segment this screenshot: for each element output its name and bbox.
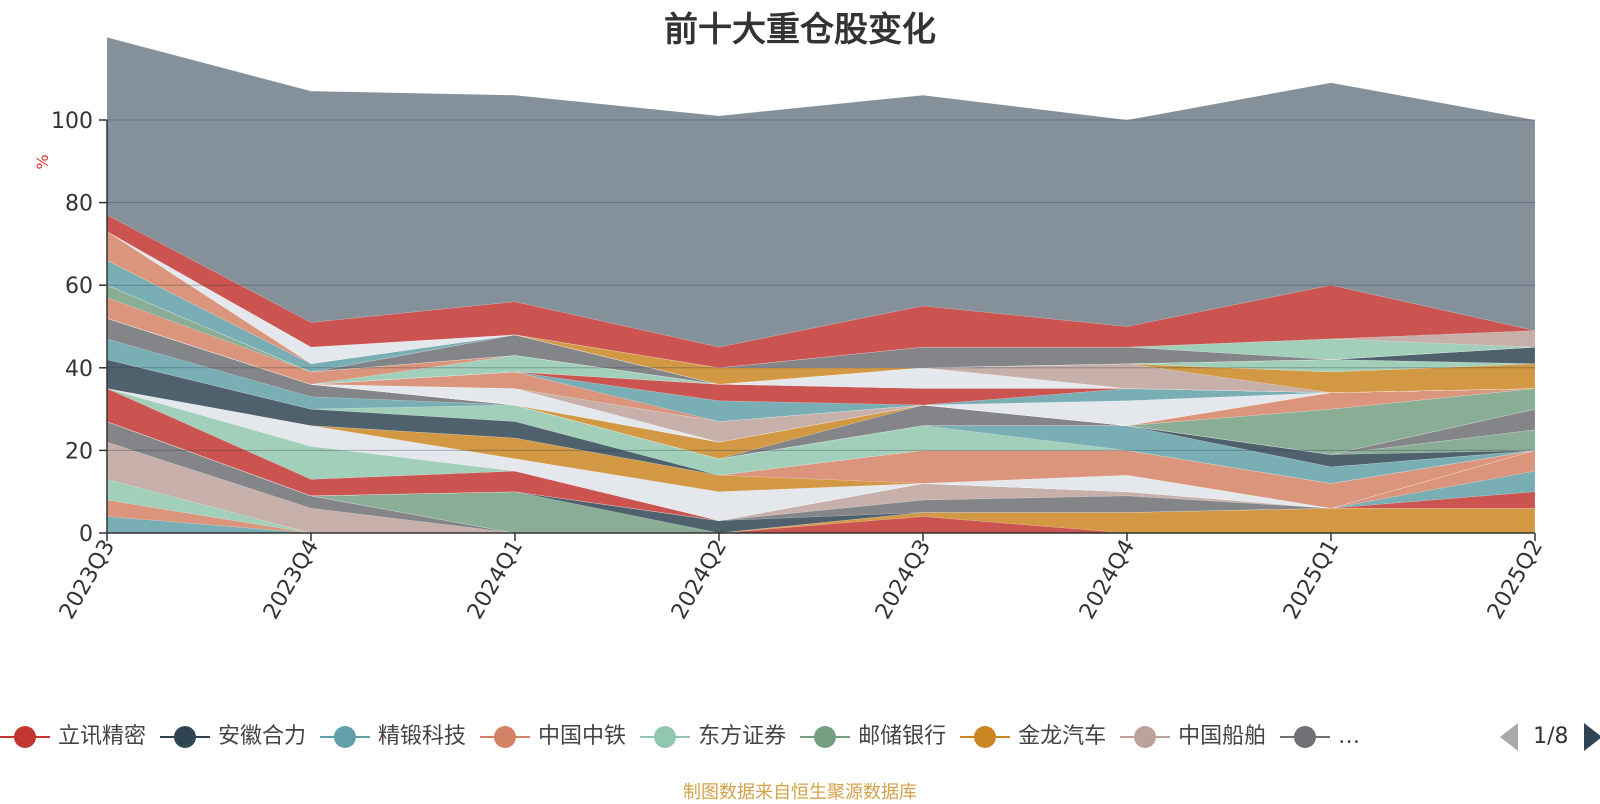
legend-marker-icon [1280,725,1331,749]
legend-item[interactable]: 安徽合力 [160,716,306,756]
legend-item[interactable]: 中国船舶 [1120,716,1266,756]
legend-marker-icon [480,725,531,749]
area-band-8 [106,421,1535,534]
legend-label: 立讯精密 [58,723,147,749]
legend-marker-icon [1120,725,1171,749]
legend-prev-page-icon[interactable] [1500,722,1518,751]
legend-label: 安徽合力 [218,723,307,749]
legend-marker-icon [160,725,211,749]
area-band-42 [106,284,1536,393]
legend-item[interactable]: 金龙汽车 [960,716,1106,756]
x-tick-label: 2023Q3 [55,536,120,624]
legend-item[interactable]: 立讯精密 [0,716,146,756]
legend-label: 中国中铁 [538,723,627,749]
legend-item[interactable]: 中国中铁 [480,716,626,756]
legend-label: 中国船舶 [1178,723,1267,749]
y-tick-label: 20 [65,439,93,464]
y-tick-label: 100 [51,109,93,134]
legend-marker-icon [320,725,371,749]
x-tick-label: 2023Q4 [259,536,324,624]
legend-marker-icon [640,725,691,749]
gridlines [107,119,1535,451]
x-tick-label: 2025Q2 [1483,536,1548,624]
legend-label: 邮储银行 [858,723,947,749]
legend-page-indicator: 1/8 [1533,723,1569,749]
source-note: 制图数据来自恒生聚源数据库 [683,782,917,803]
legend-marker-icon [800,725,851,749]
x-tick-label: 2025Q1 [1279,536,1344,624]
area-band-54 [106,37,1536,348]
legend-item[interactable]: 东方证券 [640,716,786,756]
area-bands [106,37,1536,534]
y-tick-label: 40 [65,357,93,382]
legend-item[interactable]: 精锻科技 [320,716,466,756]
x-tick-label: 2024Q2 [667,536,732,624]
chart-title: 前十大重仓股变化 [664,10,936,50]
y-axis-unit: % [33,154,52,169]
legend-label: 精锻科技 [378,723,467,749]
legend-label: 金龙汽车 [1018,723,1107,749]
legend-label: 东方证券 [698,723,787,749]
legend-marker-icon [960,725,1011,749]
legend-label: … [1338,723,1361,749]
legend-item[interactable]: 邮储银行 [800,716,946,756]
y-tick-label: 60 [65,274,93,299]
y-tick-label: 0 [79,522,93,547]
x-tick-label: 2024Q4 [1075,536,1140,624]
area-band-9 [106,421,1535,521]
x-tick-label: 2024Q3 [871,536,936,624]
legend-pager: 1/8 [1500,716,1600,756]
legend: 立讯精密 安徽合力 精锻科技 中国中铁 东方证券 邮储银行 金龙汽车 中国船舶 … [0,716,1488,756]
legend-next-page-icon[interactable] [1583,722,1600,751]
y-tick-label: 80 [65,192,93,217]
x-tick-label: 2024Q1 [463,536,528,624]
legend-item[interactable]: … [1280,716,1360,756]
legend-marker-icon [0,725,50,749]
